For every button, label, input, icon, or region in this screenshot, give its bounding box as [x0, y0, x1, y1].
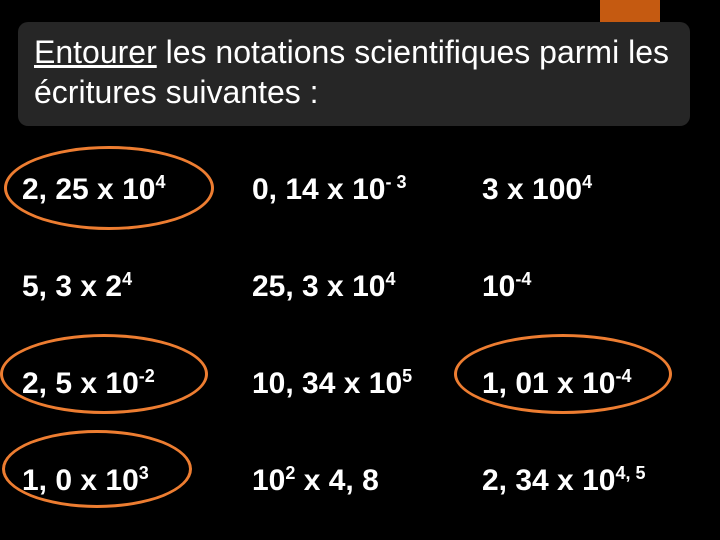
cell-base: 2, 5 x 10 — [22, 367, 139, 400]
cell-r1c3: 3 x 1004 — [480, 166, 700, 213]
cell-base: 10 — [252, 464, 285, 497]
title-underlined: Entourer — [34, 34, 157, 70]
cell-exp: - 3 — [385, 172, 406, 192]
cell-base: 1, 01 x 10 — [482, 367, 615, 400]
cell-exp: 4 — [122, 269, 132, 289]
cell-base: 10, 34 x 10 — [252, 367, 402, 400]
cell-r4c2: 102 x 4, 8 — [250, 457, 470, 504]
cell-exp: 4 — [582, 172, 592, 192]
cell-r2c3: 10-4 — [480, 263, 700, 310]
cell-exp: -2 — [139, 366, 155, 386]
cell-base: 10 — [482, 270, 515, 303]
cell-r1c1: 2, 25 x 104 — [20, 166, 240, 213]
cell-r3c3: 1, 01 x 10-4 — [480, 360, 700, 407]
instruction-title: Entourer les notations scientifiques par… — [18, 22, 690, 126]
cell-exp: -4 — [515, 269, 531, 289]
cell-base: 2, 34 x 10 — [482, 464, 615, 497]
cell-exp: 4 — [385, 269, 395, 289]
cell-r3c2: 10, 34 x 105 — [250, 360, 470, 407]
cell-exp: 3 — [139, 463, 149, 483]
cell-base: 25, 3 x 10 — [252, 270, 385, 303]
cell-base2: x 4, 8 — [295, 464, 378, 497]
cell-r4c1: 1, 0 x 103 — [20, 457, 240, 504]
cell-r4c3: 2, 34 x 104, 5 — [480, 457, 700, 504]
cell-exp: 5 — [402, 366, 412, 386]
cell-r2c1: 5, 3 x 24 — [20, 263, 240, 310]
cell-base: 3 x 100 — [482, 173, 582, 206]
cell-base: 1, 0 x 10 — [22, 464, 139, 497]
cell-base: 2, 25 x 10 — [22, 173, 155, 206]
cell-r3c1: 2, 5 x 10-2 — [20, 360, 240, 407]
cell-r1c2: 0, 14 x 10- 3 — [250, 166, 470, 213]
cell-exp: 4 — [155, 172, 165, 192]
cell-base: 5, 3 x 2 — [22, 270, 122, 303]
cell-exp: 2 — [285, 463, 295, 483]
expressions-grid: 2, 25 x 104 0, 14 x 10- 3 3 x 1004 5, 3 … — [20, 150, 700, 520]
cell-r2c2: 25, 3 x 104 — [250, 263, 470, 310]
cell-exp: 4, 5 — [615, 463, 645, 483]
cell-exp: -4 — [615, 366, 631, 386]
cell-base: 0, 14 x 10 — [252, 173, 385, 206]
